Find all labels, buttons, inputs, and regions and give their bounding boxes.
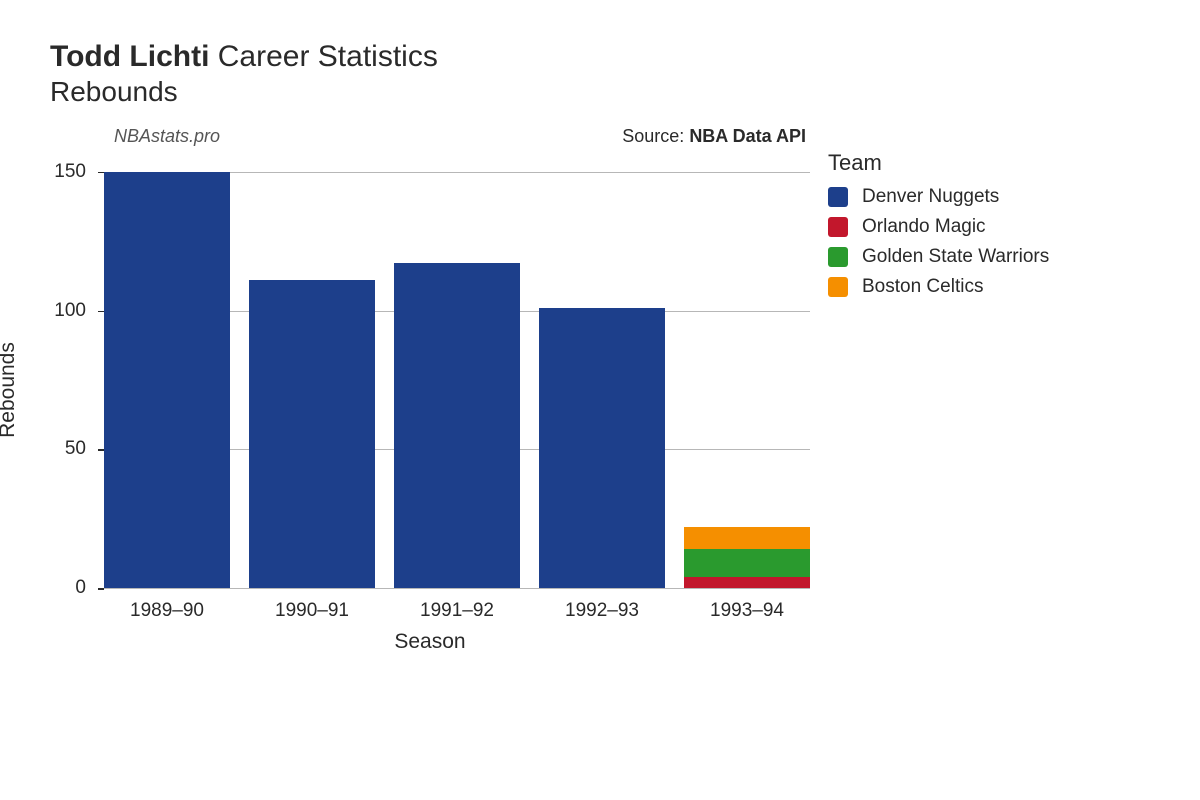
bar-column [104,172,230,588]
legend-swatch [828,277,848,297]
legend-item: Boston Celtics [828,276,1049,298]
bar-column [249,280,375,588]
x-tick-label: 1992–93 [565,588,639,622]
bar-segment [249,280,375,588]
y-tick-label: 0 [75,577,94,599]
player-name: Todd Lichti [50,40,209,73]
bar-segment [684,549,810,577]
bar-column [684,527,810,588]
y-tick-label: 50 [65,438,94,460]
bar-column [394,263,520,588]
x-tick-label: 1991–92 [420,588,494,622]
chart-title-line2: Rebounds [50,76,1150,108]
chart-area: NBAstats.pro Source: NBA Data API Reboun… [50,126,810,654]
chart-container: Todd Lichti Career Statistics Rebounds N… [0,0,1200,800]
x-tick-label: 1990–91 [275,588,349,622]
bar-segment [539,308,665,588]
legend-swatch [828,187,848,207]
legend-label: Golden State Warriors [862,246,1049,268]
bars-group [104,158,810,588]
bar-segment [684,527,810,549]
x-tick-label: 1989–90 [130,588,204,622]
y-axis-label: Rebounds [0,342,20,438]
bar-segment [394,263,520,588]
y-tick-label: 100 [54,300,94,322]
credits-right-prefix: Source: [622,126,689,146]
legend-label: Orlando Magic [862,216,986,238]
x-tick-label: 1993–94 [710,588,784,622]
chart-title-line1: Todd Lichti Career Statistics [50,40,1150,74]
chart-title-block: Todd Lichti Career Statistics Rebounds [50,40,1150,108]
legend-item: Golden State Warriors [828,246,1049,268]
y-tick-label: 150 [54,161,94,183]
credits-left: NBAstats.pro [114,126,220,147]
chart-row: NBAstats.pro Source: NBA Data API Reboun… [50,126,1150,654]
legend-label: Boston Celtics [862,276,983,298]
legend-item: Denver Nuggets [828,186,1049,208]
legend-item: Orlando Magic [828,216,1049,238]
title-suffix: Career Statistics [218,40,438,73]
legend-swatch [828,247,848,267]
y-tick-mark [98,588,104,590]
credits-right-source: NBA Data API [689,126,806,146]
bar-segment [684,577,810,588]
plot-area: 0501001501989–901990–911991–921992–93199… [50,158,810,588]
legend: Team Denver Nuggets Orlando Magic Golden S… [828,150,1049,306]
legend-label: Denver Nuggets [862,186,999,208]
credits-right: Source: NBA Data API [622,126,806,147]
chart-credits: NBAstats.pro Source: NBA Data API [50,126,810,147]
bar-segment [104,172,230,588]
bar-column [539,308,665,588]
legend-swatch [828,217,848,237]
legend-title: Team [828,150,1049,176]
x-axis-label: Season [50,630,810,654]
